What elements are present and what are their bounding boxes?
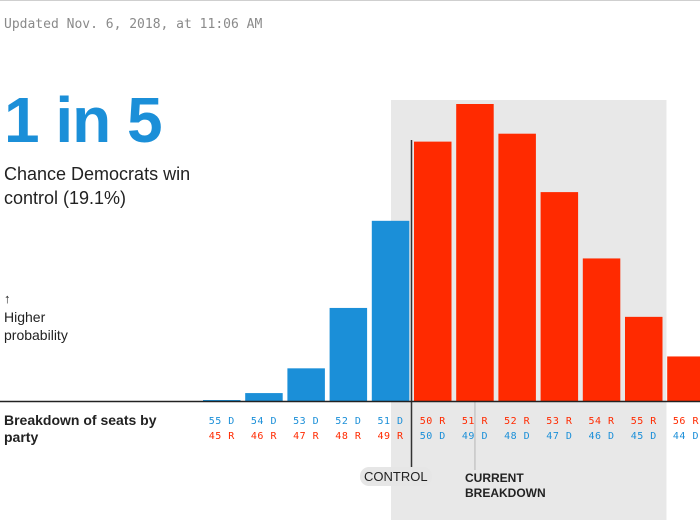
bars-group [203,104,700,401]
tick-label-3-bottom: 48 R [335,431,362,442]
x-axis-label: Breakdown of seats by party [4,412,157,445]
current-breakdown-label: CURRENT BREAKDOWN [465,471,546,501]
y-label-line2: probability [4,327,68,343]
tick-label-8-top: 53 R [546,416,573,427]
current-label-line1: CURRENT [465,471,524,485]
current-label-line2: BREAKDOWN [465,486,546,500]
tick-label-6-bottom: 49 D [462,431,488,442]
tick-label-9-top: 54 R [589,416,616,427]
tick-label-5-top: 50 R [420,416,447,427]
bar-10 [625,316,663,401]
tick-label-10-top: 55 R [631,416,658,427]
headline-odds: 1 in 5 [4,84,163,156]
bar-8 [540,192,579,401]
tick-label-11-top: 56 R [673,416,700,427]
tick-labels-group: 55 D 45 R 54 D 46 R 53 D 47 R 52 D 48 R 51 D 49 R… [209,416,700,442]
bar-9 [582,258,621,401]
up-arrow-icon: ↑ [4,291,11,306]
top-rule [0,0,700,1]
bar-3 [329,307,368,401]
tick-label-0-top: 55 D [209,416,235,427]
tick-label-4-bottom: 49 R [378,431,405,442]
bar-2 [287,368,325,401]
bar-11 [667,356,700,401]
tick-label-11-bottom: 44 D [673,431,699,442]
updated-timestamp: Updated Nov. 6, 2018, at 11:06 AM [4,17,263,32]
tick-label-1-bottom: 46 R [251,431,278,442]
tick-label-9-bottom: 46 D [589,431,615,442]
subhead-chance: Chance Democrats win control (19.1%) [4,164,191,208]
tick-label-4-top: 51 D [378,416,404,427]
tick-label-8-bottom: 47 D [546,431,572,442]
bar-0 [203,400,241,401]
control-label: CONTROL [360,467,432,486]
tick-label-2-top: 53 D [293,416,319,427]
y-axis-label: ↑ Higher probability [4,290,68,344]
bar-5 [414,141,452,401]
tick-label-6-top: 51 R [462,416,489,427]
bar-7 [498,133,536,401]
tick-label-2-bottom: 47 R [293,431,320,442]
bar-1 [245,393,283,401]
tick-label-0-bottom: 45 R [209,431,236,442]
tick-label-5-bottom: 50 D [420,431,446,442]
bar-6 [456,104,494,401]
tick-label-10-bottom: 45 D [631,431,657,442]
tick-label-3-top: 52 D [335,416,361,427]
tick-label-7-bottom: 48 D [504,431,530,442]
y-label-line1: Higher [4,309,46,325]
bar-4 [371,220,410,401]
tick-label-1-top: 54 D [251,416,277,427]
tick-label-7-top: 52 R [504,416,531,427]
